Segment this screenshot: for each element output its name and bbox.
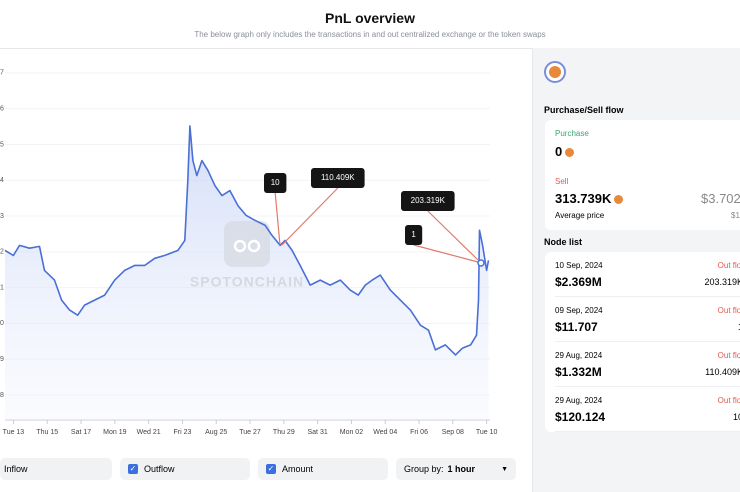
value: 110.409K [705,367,740,377]
label: Outflow [144,464,175,474]
node-price: $11.707 [555,320,598,334]
y-tick-label: 3 [0,213,4,220]
node-price: $1.332M [555,365,602,379]
x-tick-label: Fri 23 [173,429,191,436]
annotation-box [401,191,455,211]
y-tick-label: 1 [0,284,4,291]
node-flow: Out flow [717,396,740,405]
node-amount: 110.409K [705,367,740,377]
node-card: 10 Sep, 2024 Out flow $2.369M 203.319K09… [545,252,740,432]
divider [0,48,532,49]
node-price: $120.124 [555,410,606,424]
purchase-value: 0 [555,144,575,159]
flow-card: Purchase 0 Sell 313.739K $3.702 Average … [545,120,740,230]
flow-title: Purchase/Sell flow [544,105,624,115]
subtitle: The below graph only includes the transa… [194,30,546,39]
watermark-text: SPOTONCHAIN [190,274,304,290]
node-amount: 203.319K [704,277,740,287]
area [5,125,489,421]
caret: ▼ [501,465,508,473]
line [4,125,490,356]
node-date: 29 Aug, 2024 [555,396,603,405]
amount-toggle[interactable]: ✓ Amount [258,458,388,480]
label: Amount [282,464,314,474]
annotation-line [413,244,479,263]
y-tick-label: 7 [0,70,4,77]
label: Group by: [404,464,444,474]
x-tick-label: Sep 08 [442,429,464,436]
x-tick-label: Tue 10 [476,429,498,436]
x-tick-label: Thu 29 [273,429,295,436]
x-tick-label: Fri 06 [410,429,428,436]
y-tick-label: 5 [0,141,4,148]
node-title: Node list [544,237,583,247]
value: 1 hour [447,464,476,474]
node-flow: Out flow [717,261,740,270]
x-tick-label: Sat 17 [71,429,91,436]
y-tick-label: 6 [0,106,4,113]
x-tick-label: Wed 21 [137,429,161,436]
checkbox: ✓ [266,464,276,474]
annotation-line [427,210,479,261]
node-price: $2.369M [555,275,602,289]
x-tick-label: Thu 15 [36,429,58,436]
y-tick-label: 2 [0,249,4,256]
node-row[interactable]: 09 Sep, 2024 Out flow $11.707 1 [555,297,740,342]
annotation-box [405,225,423,245]
marker [477,259,485,267]
annotation-label: 110.409K [321,173,355,182]
checkbox: ✓ [128,464,138,474]
sidebar: Purchase/Sell flow Purchase 0 Sell 313.7… [532,48,740,492]
annotation-line [281,187,339,246]
x-tick-label: Tue 13 [3,429,25,436]
y-tick-label: 8 [0,392,4,399]
y-tick-label: 0 [0,320,4,327]
inflow-toggle[interactable]: Inflow [0,458,112,480]
x-tick-label: Mon 19 [103,429,126,436]
node-flow: Out flow [717,351,740,360]
x-tick-label: Wed 04 [373,429,397,436]
x-tick-label: Tue 27 [239,429,261,436]
annotation-label: 1 [411,230,416,239]
value: 10 [732,412,740,422]
node-date: 29 Aug, 2024 [555,351,603,360]
y-tick-label: 4 [0,177,4,184]
annotation-line [274,192,281,246]
annotation-box [311,168,365,188]
x-tick-label: Sat 31 [308,429,328,436]
annotation-box [264,173,287,193]
sell-usd: $3.702 [701,191,740,206]
annotation-label: 10 [271,178,280,187]
token-icon[interactable] [544,61,566,83]
node-row[interactable]: 10 Sep, 2024 Out flow $2.369M 203.319K [555,252,740,297]
node-date: 09 Sep, 2024 [555,306,603,315]
y-tick-label: 9 [0,356,4,363]
avg-label: Average price [555,211,605,220]
node-row[interactable]: 29 Aug, 2024 Out flow $120.124 10 [555,387,740,432]
node-flow: Out flow [717,306,740,315]
value: 1 [738,322,740,332]
purchase-label: Purchase [555,129,589,138]
sell-value: 313.739K [555,191,624,206]
annotation-label: 203.319K [411,196,446,205]
group-by-select[interactable]: Group by: 1 hour ▼ [396,458,516,480]
value: 0 [555,144,563,159]
value: 203.319K [704,277,740,287]
sell-label: Sell [555,177,569,186]
value: 313.739K [555,191,612,206]
watermark: SPOTONCHAIN [190,221,304,290]
outflow-toggle[interactable]: ✓ Outflow [120,458,250,480]
node-amount: 10 [733,412,740,422]
x-tick-label: Aug 25 [205,429,227,436]
node-date: 10 Sep, 2024 [555,261,603,270]
node-amount: 1 [738,322,740,332]
x-tick-label: Mon 02 [340,429,363,436]
node-row[interactable]: 29 Aug, 2024 Out flow $1.332M 110.409K [555,342,740,387]
avg-value: $11.7 [731,211,740,220]
label: Inflow [4,464,28,474]
title: PnL overview [324,10,415,26]
